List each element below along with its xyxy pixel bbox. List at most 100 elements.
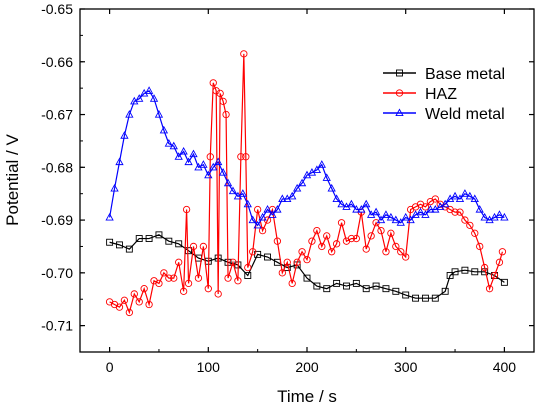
data-point [175, 240, 183, 248]
data-point [297, 178, 307, 187]
y-tick-label: -0.71 [41, 318, 73, 334]
data-point [224, 274, 232, 282]
data-point [264, 253, 271, 261]
data-point [140, 285, 148, 293]
data-point [184, 157, 193, 166]
data-point [461, 216, 469, 224]
data-point [476, 242, 484, 251]
data-point [194, 274, 203, 282]
data-point [381, 210, 391, 218]
data-point [402, 291, 410, 299]
data-point [278, 269, 286, 277]
data-point [165, 274, 173, 282]
data-point [199, 160, 208, 168]
data-point [218, 168, 228, 176]
y-tick-label: -0.69 [41, 212, 73, 228]
data-point [475, 204, 484, 213]
data-point [164, 139, 173, 147]
data-point [352, 279, 360, 287]
data-point [184, 279, 193, 288]
data-point [273, 237, 282, 245]
series-weld-metal [105, 86, 509, 229]
data-point [125, 245, 133, 253]
data-point [219, 97, 227, 105]
y-tick-label: -0.66 [41, 54, 73, 70]
legend-label: HAZ [425, 86, 457, 103]
data-point [337, 199, 346, 208]
data-point [451, 268, 459, 276]
data-point [293, 258, 301, 266]
y-tick-label: -0.65 [41, 1, 73, 17]
data-point [120, 296, 129, 304]
data-point [371, 207, 381, 216]
data-point [212, 87, 220, 95]
data-point [332, 240, 341, 248]
y-tick-label: -0.67 [41, 107, 73, 123]
data-point [461, 266, 469, 274]
legend-item: Weld metal [383, 106, 505, 123]
y-tick-label: -0.68 [41, 159, 73, 175]
x-tick-label: 300 [394, 359, 418, 375]
data-point [446, 272, 454, 279]
data-point [382, 248, 390, 256]
data-point [308, 237, 316, 245]
data-point [242, 153, 250, 161]
data-point [333, 279, 341, 287]
data-point [175, 258, 183, 266]
data-point [470, 194, 479, 203]
data-point [214, 157, 223, 166]
data-point [204, 170, 213, 179]
data-point [312, 165, 322, 173]
data-point [480, 212, 489, 221]
data-point [254, 205, 262, 214]
data-point [421, 203, 430, 211]
data-point [135, 235, 143, 242]
data-point [357, 204, 366, 213]
data-point [485, 285, 494, 293]
legend-label: Base metal [425, 66, 505, 83]
data-point [106, 238, 114, 246]
data-point [323, 232, 331, 240]
data-point [431, 195, 439, 203]
data-point [416, 207, 425, 216]
data-point [155, 279, 163, 288]
data-point [189, 242, 198, 251]
series-line [109, 89, 505, 227]
legend-item: Base metal [383, 66, 505, 83]
data-point [455, 194, 465, 203]
data-point [377, 226, 385, 235]
data-point [313, 226, 321, 235]
y-axis: -0.71 -0.70 -0.69 -0.68 -0.67 -0.66 -0.65 [41, 1, 534, 353]
data-point [149, 94, 159, 102]
data-point [237, 153, 245, 161]
data-point [263, 204, 272, 213]
data-point [292, 183, 302, 192]
series-layer [105, 50, 509, 317]
data-point [209, 162, 218, 171]
data-point [216, 89, 224, 98]
data-point [495, 210, 504, 218]
x-tick-label: 0 [106, 359, 114, 375]
data-point [441, 287, 449, 295]
x-tick-label: 100 [197, 359, 221, 375]
x-tick-label: 400 [493, 359, 517, 375]
data-point [155, 231, 163, 239]
data-point [332, 194, 341, 203]
data-point [278, 194, 287, 203]
data-point [298, 248, 306, 256]
data-point [214, 290, 222, 298]
data-point [125, 308, 133, 317]
data-point [362, 245, 370, 253]
data-point [352, 204, 361, 213]
data-point [401, 212, 410, 221]
data-point [426, 204, 435, 213]
data-point [392, 287, 400, 295]
data-point [347, 234, 356, 243]
data-point [431, 294, 439, 302]
data-point [160, 269, 168, 277]
data-point [115, 303, 124, 311]
legend-marker [395, 108, 404, 117]
data-point [243, 199, 252, 208]
data-point [144, 86, 154, 94]
data-point [110, 183, 119, 192]
